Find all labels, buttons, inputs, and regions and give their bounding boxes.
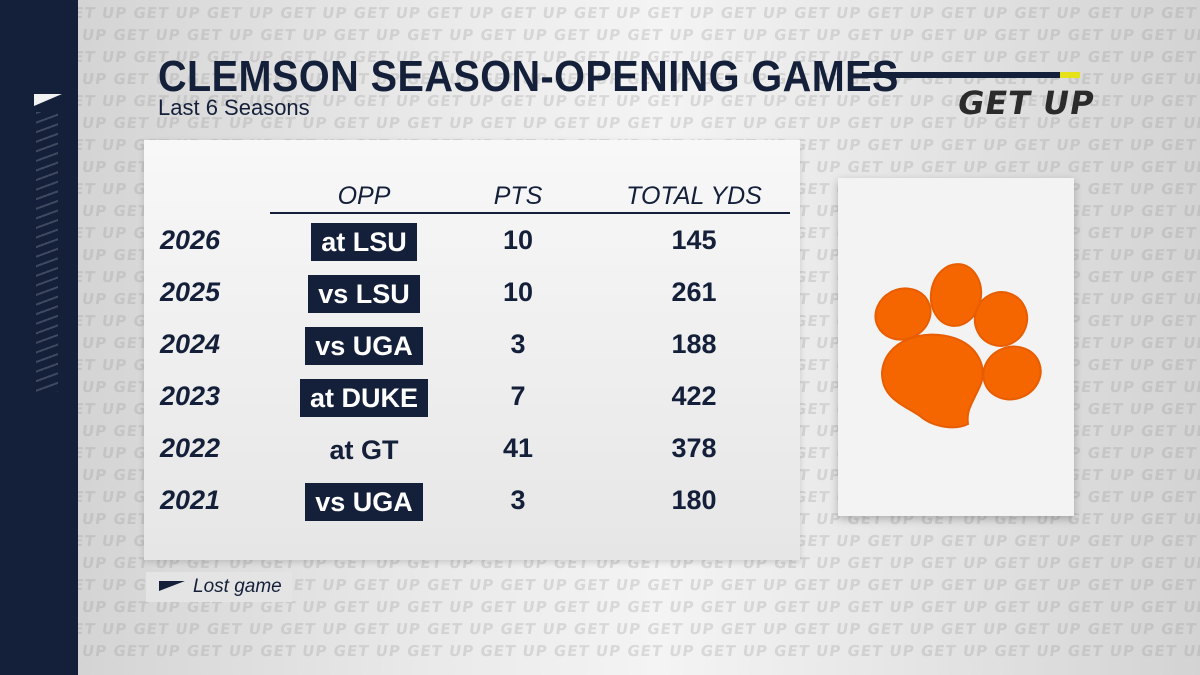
column-header-opp: OPP [337, 182, 391, 210]
opponent-label: vs LSU [308, 274, 420, 313]
points-cell: 7 [510, 381, 526, 411]
column-header-total-yds: TOTAL YDS [626, 182, 762, 210]
opponent-cell: at DUKE [284, 372, 444, 420]
stats-table: OPP PTS TOTAL YDS 2026 at LSU 10 145 202… [144, 140, 800, 560]
table-row: 2026 at LSU 10 145 [144, 216, 800, 264]
lost-game-marker-icon [159, 581, 185, 591]
total-yards-cell: 378 [671, 433, 717, 463]
season-year: 2024 [160, 329, 221, 359]
points-cell: 41 [502, 433, 534, 463]
opponent-cell: at LSU [294, 216, 434, 264]
tiger-paw-icon [874, 263, 1042, 429]
watermark-text: GET UP GET UP GET UP GET UP GET UP GET U… [59, 4, 1200, 22]
team-logo-card [838, 178, 1074, 516]
legend-label: Lost game [193, 576, 282, 597]
season-year: 2021 [160, 485, 221, 515]
table-row: 2024 vs UGA 3 188 [144, 320, 800, 368]
season-year: 2023 [160, 381, 221, 411]
total-yards-cell: 261 [671, 277, 717, 307]
table-row: 2023 at DUKE 7 422 [144, 372, 800, 420]
points-cell: 10 [502, 277, 534, 307]
total-yards-cell: 188 [671, 329, 717, 359]
season-year: 2022 [160, 433, 221, 463]
title-rule [862, 72, 1060, 78]
opponent-label: vs UGA [305, 326, 423, 365]
header-rule [270, 212, 790, 214]
opponent-cell: at GT [294, 424, 434, 472]
total-yards-cell: 145 [671, 225, 717, 255]
left-side-bar [0, 0, 78, 675]
show-logo: GET UP [954, 84, 1098, 122]
hatch-decoration [36, 112, 58, 392]
table-row: 2021 vs UGA 3 180 [144, 476, 800, 524]
total-yards-cell: 180 [671, 485, 717, 515]
points-cell: 3 [510, 485, 526, 515]
opponent-cell: vs UGA [294, 476, 434, 524]
column-header-pts: PTS [493, 182, 543, 210]
legend: Lost game [146, 572, 292, 602]
table-row: 2022 at GT 41 378 [144, 424, 800, 472]
page-subtitle: Last 6 Seasons [158, 95, 310, 120]
opponent-label: at LSU [311, 222, 417, 261]
page-title: CLEMSON SEASON-OPENING GAMES [158, 52, 899, 101]
watermark-text: GET UP GET UP GET UP GET UP GET UP GET U… [59, 620, 1200, 638]
total-yards-cell: 422 [671, 381, 717, 411]
opponent-label: at DUKE [299, 378, 428, 417]
points-cell: 10 [502, 225, 534, 255]
points-cell: 3 [510, 329, 526, 359]
watermark-text: GET UP GET UP GET UP GET UP GET UP GET U… [39, 642, 1200, 660]
opponent-cell: vs UGA [294, 320, 434, 368]
table-row: 2025 vs LSU 10 261 [144, 268, 800, 316]
title-rule-accent [1060, 72, 1080, 78]
opponent-cell: vs LSU [294, 268, 434, 316]
pennant-icon [34, 94, 62, 106]
season-year: 2026 [160, 225, 221, 255]
opponent-label: vs UGA [305, 482, 423, 521]
opponent-label: at GT [329, 434, 399, 465]
watermark-text: GET UP GET UP GET UP GET UP GET UP GET U… [39, 26, 1200, 44]
season-year: 2025 [160, 277, 221, 307]
